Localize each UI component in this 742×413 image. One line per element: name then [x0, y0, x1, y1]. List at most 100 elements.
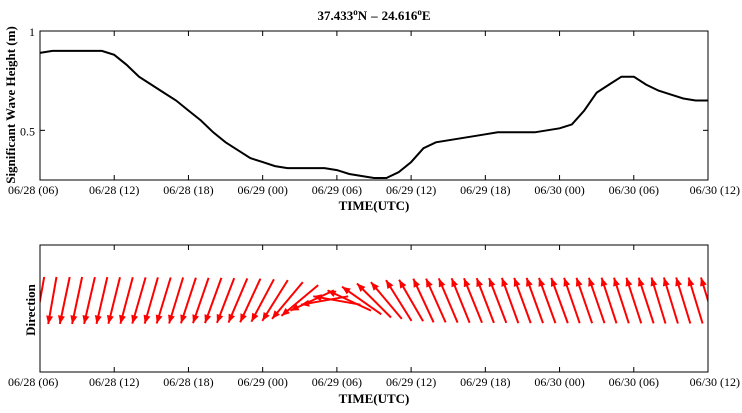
- direction-arrow: [341, 285, 382, 316]
- direction-arrow: [70, 276, 84, 325]
- x-tick-label: 06/28 (06): [8, 375, 58, 389]
- direction-arrow: [450, 277, 471, 324]
- title-lon: 24.616: [382, 8, 418, 23]
- x-tick-label: 06/28 (12): [89, 183, 139, 197]
- direction-arrow: [525, 277, 544, 324]
- title-lon-degree: o: [417, 7, 422, 17]
- y-tick-label: 1: [29, 25, 35, 39]
- direction-arrow: [82, 276, 96, 325]
- direction-arrow: [700, 277, 708, 304]
- direction-arrow: [227, 278, 249, 323]
- direction-arrow: [94, 276, 109, 325]
- direction-arrow: [488, 277, 508, 324]
- direction-arrow: [143, 277, 159, 324]
- direction-arrow: [204, 277, 223, 324]
- title-lat: 37.433: [317, 8, 353, 23]
- x-tick-label: 06/30 (12): [690, 183, 740, 197]
- direction-arrow: [550, 277, 569, 324]
- direction-arrow: [58, 276, 71, 325]
- direction-arrows: [40, 276, 708, 325]
- direction-arrow: [650, 277, 667, 324]
- direction-arrow: [356, 282, 392, 319]
- wave-height-plot-frame: [39, 30, 709, 181]
- direction-arrow: [239, 278, 262, 323]
- direction-arrow: [687, 277, 704, 324]
- direction-arrow: [300, 295, 349, 307]
- direction-arrow: [675, 277, 692, 324]
- direction-arrow: [313, 294, 361, 306]
- title-lon-unit: E: [422, 8, 431, 23]
- chart-title: 37.433oN –24.616oE: [317, 7, 430, 23]
- wave-height-chart: 37.433oN –24.616oE 0.51 06/28 (06) 06/28 (…: [3, 7, 740, 213]
- direction-arrow: [327, 289, 372, 312]
- x-tick-label: 06/29 (00): [238, 183, 288, 197]
- title-separator: –: [370, 8, 378, 23]
- x-tick-label: 06/30 (00): [534, 375, 584, 389]
- x-tick-label: 06/29 (06): [312, 183, 362, 197]
- direction-arrow: [412, 278, 435, 323]
- x-tick-label: 06/28 (12): [89, 375, 139, 389]
- direction-arrow: [563, 277, 581, 324]
- x-tick-label: 06/29 (00): [238, 375, 288, 389]
- wave-height-y-tick-labels: 0.51: [20, 25, 35, 138]
- title-lat-degree: o: [353, 7, 358, 17]
- direction-x-axis-label: TIME(UTC): [339, 391, 410, 406]
- x-tick-label: 06/30 (06): [609, 375, 659, 389]
- direction-arrow: [271, 281, 304, 320]
- direction-arrow: [637, 277, 655, 324]
- x-tick-label: 06/28 (18): [163, 183, 213, 197]
- direction-arrow: [131, 277, 147, 324]
- x-tick-label: 06/30 (06): [609, 183, 659, 197]
- direction-arrow: [107, 276, 121, 325]
- direction-chart: 06/28 (06) 06/28 (12) 06/28 (18) 06/29 (00)…: [8, 244, 740, 406]
- direction-arrow: [250, 278, 275, 323]
- x-tick-label: 06/29 (06): [312, 375, 362, 389]
- direction-arrow: [500, 277, 520, 324]
- x-tick-label: 06/30 (12): [690, 375, 740, 389]
- wave-height-ticks: [39, 30, 709, 180]
- direction-arrow: [662, 277, 679, 324]
- x-tick-label: 06/28 (06): [8, 183, 58, 197]
- direction-arrow: [180, 277, 197, 324]
- direction-arrow: [289, 289, 335, 312]
- x-tick-label: 06/29 (18): [460, 183, 510, 197]
- x-tick-label: 06/29 (18): [460, 375, 510, 389]
- direction-arrow: [119, 277, 134, 324]
- direction-arrow: [513, 277, 532, 324]
- wave-height-x-tick-labels: 06/28 (06) 06/28 (12) 06/28 (18) 06/29 (00)…: [8, 183, 740, 197]
- direction-arrow: [613, 277, 630, 324]
- direction-arrow: [625, 277, 643, 324]
- direction-arrow: [398, 279, 424, 322]
- x-tick-label: 06/29 (12): [386, 183, 436, 197]
- direction-arrow: [475, 277, 495, 324]
- wave-height-y-axis-label: Significant Wave Height (m): [3, 26, 18, 184]
- direction-arrow: [600, 277, 618, 324]
- direction-arrow: [538, 277, 557, 324]
- direction-arrow: [261, 279, 289, 322]
- direction-arrow: [425, 278, 447, 323]
- direction-ticks: [39, 245, 709, 372]
- direction-arrow: [168, 277, 185, 324]
- direction-arrow: [463, 277, 483, 324]
- wave-height-line: [39, 49, 708, 179]
- direction-arrow: [280, 284, 319, 317]
- x-tick-label: 06/29 (12): [386, 375, 436, 389]
- x-tick-label: 06/28 (18): [163, 375, 213, 389]
- direction-x-tick-labels: 06/28 (06) 06/28 (12) 06/28 (18) 06/29 (00)…: [8, 375, 740, 389]
- direction-arrow: [370, 281, 403, 320]
- direction-y-axis-label: Direction: [23, 283, 38, 336]
- x-tick-label: 06/30 (00): [534, 183, 584, 197]
- direction-arrow: [575, 277, 594, 324]
- direction-arrow: [192, 277, 210, 324]
- title-lat-unit: N: [358, 8, 368, 23]
- wave-height-x-axis-label: TIME(UTC): [339, 198, 410, 213]
- direction-arrow: [385, 279, 413, 322]
- direction-arrow: [437, 278, 459, 323]
- direction-arrow: [46, 276, 58, 325]
- direction-plot-frame: [39, 244, 709, 373]
- direction-arrow: [155, 277, 172, 324]
- direction-arrow: [216, 277, 236, 324]
- y-tick-label: 0.5: [20, 124, 35, 138]
- direction-arrow: [587, 277, 606, 324]
